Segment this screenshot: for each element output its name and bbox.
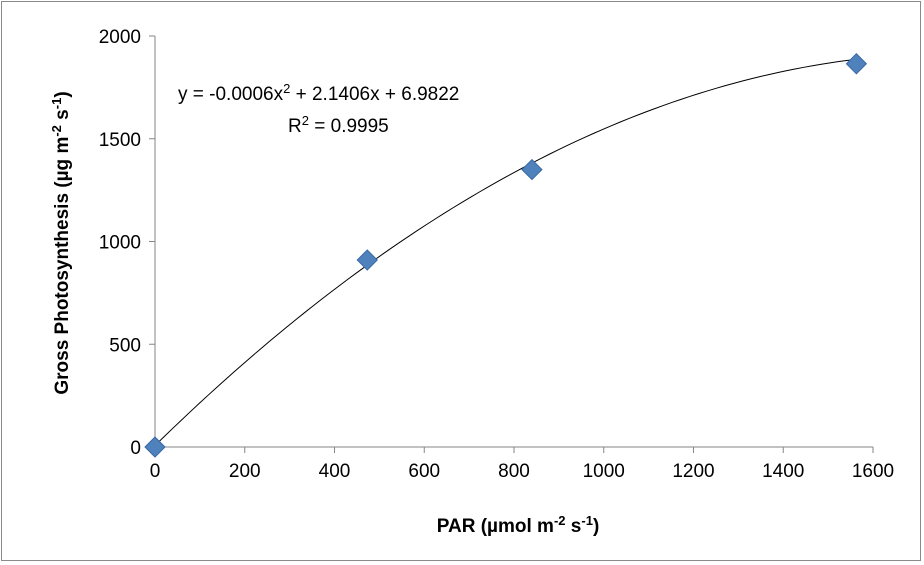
x-tick-label: 1000 (583, 461, 625, 482)
y-tick-label: 1000 (99, 233, 141, 254)
data-point-diamond (356, 249, 378, 271)
trendline-equation: y = -0.0006x2 + 2.1406x + 6.9822 (178, 81, 459, 105)
y-axis-title: Gross Photosynthesis (µg m-2 s-1) (49, 91, 73, 394)
x-tick-label: 200 (229, 461, 261, 482)
data-point-diamond (144, 436, 166, 458)
x-tick-label: 800 (498, 461, 530, 482)
y-ticks: 0 500 1000 1500 2000 (99, 27, 155, 459)
x-tick-label: 400 (319, 461, 351, 482)
data-point-diamond (521, 158, 543, 181)
x-tick-label: 0 (150, 461, 161, 482)
x-tick-label: 1200 (672, 461, 714, 482)
y-tick-label: 0 (130, 438, 141, 459)
r-squared-label: R2 = 0.9995 (288, 113, 389, 137)
x-axis-title: PAR (µmol m-2 s-1) (437, 513, 600, 537)
x-tick-label: 1600 (852, 461, 894, 482)
x-tick-label: 1400 (762, 461, 804, 482)
trendline (154, 58, 857, 446)
x-tick-label: 600 (408, 461, 440, 482)
y-tick-label: 500 (109, 335, 141, 356)
y-tick-label: 2000 (99, 27, 141, 48)
x-ticks: 0 200 400 600 800 1000 1200 1400 1600 (150, 447, 894, 482)
data-point-diamond (845, 53, 868, 75)
data-markers (144, 53, 868, 458)
y-tick-label: 1500 (99, 130, 141, 151)
